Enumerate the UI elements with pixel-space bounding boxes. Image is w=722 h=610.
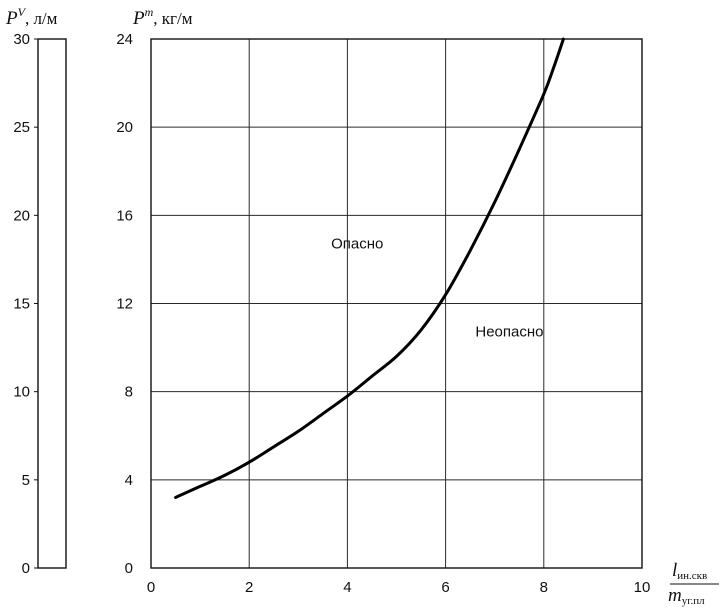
pm-region-label: Неопасно bbox=[475, 324, 543, 341]
pm-x-axis-denominator-symbol: m bbox=[668, 585, 682, 606]
pv-axis-superscript: V bbox=[18, 5, 27, 19]
pm-y-axis-symbol: P bbox=[132, 8, 145, 29]
pm-y-tick-label: 16 bbox=[116, 207, 133, 224]
pm-x-axis-numerator-symbol: l bbox=[672, 560, 677, 581]
pv-axis-panel: 0 5 10 15 20 25 30 PV, л/м bbox=[5, 5, 67, 577]
pm-x-tick-label: 8 bbox=[540, 579, 548, 596]
pm-x-axis-denominator: mуг.пл bbox=[668, 585, 705, 607]
pm-y-tick-label: 20 bbox=[116, 119, 133, 136]
pm-y-tick-label: 24 bbox=[116, 31, 133, 48]
pm-y-tick-label: 12 bbox=[116, 296, 133, 313]
pv-axis-frame bbox=[37, 38, 67, 569]
pm-region-labels: Опасно Неопасно bbox=[331, 235, 543, 340]
pm-x-tick-label: 0 bbox=[147, 579, 155, 596]
pm-y-tick-label: 8 bbox=[125, 384, 133, 401]
pv-tick-label: 30 bbox=[13, 31, 30, 48]
pv-tick-label: 15 bbox=[13, 296, 30, 313]
pm-y-axis-superscript: m bbox=[145, 5, 154, 19]
pv-tick-label: 25 bbox=[13, 119, 30, 136]
pm-x-tick-label: 2 bbox=[245, 579, 253, 596]
pv-tick-label: 10 bbox=[13, 384, 30, 401]
pm-y-axis-title: Pm, кг/м bbox=[132, 5, 193, 29]
pm-y-axis-ticks: 0 4 8 12 16 20 24 bbox=[116, 31, 133, 577]
pm-x-axis-ticks: 0 2 4 6 8 10 bbox=[147, 579, 651, 596]
pv-tick-label: 20 bbox=[13, 207, 30, 224]
pv-axis-symbol: P bbox=[5, 8, 18, 29]
pm-y-axis-unit: , кг/м bbox=[153, 9, 192, 28]
pm-x-axis-denominator-sub: уг.пл bbox=[682, 595, 705, 607]
pm-x-axis-title: lин.скв mуг.пл bbox=[668, 560, 719, 607]
pm-y-tick-label: 4 bbox=[125, 472, 133, 489]
pm-x-tick-label: 10 bbox=[634, 579, 651, 596]
pv-axis-ticks: 0 5 10 15 20 25 30 bbox=[13, 31, 38, 577]
pv-axis-unit: , л/м bbox=[25, 9, 58, 28]
pm-x-axis-numerator: lин.скв bbox=[672, 560, 707, 582]
pm-series-line bbox=[174, 37, 565, 499]
pm-x-axis-numerator-sub: ин.скв bbox=[677, 570, 707, 582]
pm-plot-frame bbox=[150, 38, 643, 569]
pm-y-tick-label: 0 bbox=[125, 560, 133, 577]
pm-x-tick-label: 4 bbox=[343, 579, 351, 596]
pm-grid bbox=[150, 38, 643, 569]
pv-tick-label: 0 bbox=[22, 560, 30, 577]
pm-x-tick-label: 6 bbox=[441, 579, 449, 596]
pv-axis-title: PV, л/м bbox=[5, 5, 58, 29]
pm-region-label: Опасно bbox=[331, 235, 383, 252]
pv-tick-label: 5 bbox=[22, 472, 30, 489]
